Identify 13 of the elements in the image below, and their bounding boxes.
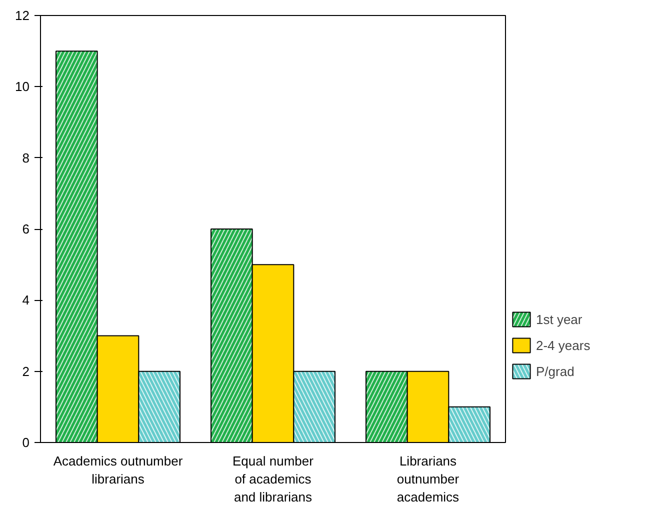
y-tick-label: 12 [15, 8, 30, 23]
y-tick-label: 10 [15, 79, 30, 94]
x-tick-label: Academics outnumber librarians [53, 454, 184, 486]
legend-label: 1st year [536, 312, 582, 326]
y-tick-label: 0 [22, 435, 30, 450]
y-tick-label: 4 [22, 292, 30, 308]
x-tick-label: Librarians outnumber academics [396, 454, 460, 504]
legend-label: 2-4 years [536, 338, 590, 352]
y-tick-label: 2 [22, 364, 30, 379]
x-tick-label: Equal number of academics and librarians [232, 454, 314, 504]
legend-label: P/grad [536, 364, 574, 378]
y-tick-label: 8 [22, 150, 30, 166]
y-tick-label: 6 [22, 222, 30, 236]
